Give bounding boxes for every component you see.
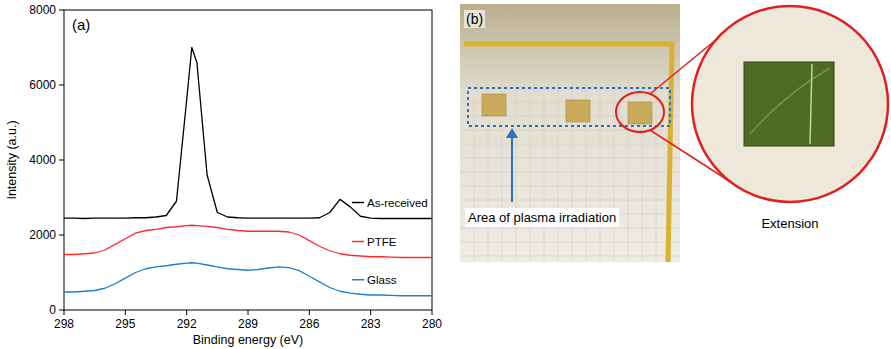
photo-grid xyxy=(572,64,573,262)
x-tick-label: 292 xyxy=(177,317,197,331)
photo-grid xyxy=(614,64,615,262)
x-tick xyxy=(432,310,433,315)
photo-grid xyxy=(460,256,680,257)
legend: As-received PTFE Glass xyxy=(352,197,428,286)
inset-circle xyxy=(692,6,888,202)
photo-grid xyxy=(460,158,680,159)
x-tick-label: 280 xyxy=(422,317,442,331)
photo-grid xyxy=(656,64,657,262)
y-tick xyxy=(59,160,64,161)
x-tick-label: 286 xyxy=(299,317,319,331)
inset-texture xyxy=(810,64,812,144)
annotation-text: Area of plasma irradiation xyxy=(468,210,616,225)
inset-label: Extension xyxy=(761,216,818,231)
x-axis-title: Binding energy (eV) xyxy=(193,333,303,347)
legend-label: As-received xyxy=(367,197,428,209)
label-patch xyxy=(464,10,485,28)
y-tick-label: 4000 xyxy=(29,153,56,167)
photo-sample xyxy=(566,100,590,122)
annotation-arrow xyxy=(511,134,513,202)
x-tick xyxy=(125,310,126,315)
panel-label: (a) xyxy=(72,16,90,33)
photo-background xyxy=(460,4,680,262)
series-line xyxy=(64,48,432,219)
photo-grid xyxy=(460,144,680,145)
y-tick xyxy=(59,235,64,236)
legend-swatch xyxy=(352,279,364,281)
figure: 298 295 292 289 286 283 280 0 2000 4000 6000 8000 Bi… xyxy=(0,0,891,349)
y-axis-title: Intensity (a.u.) xyxy=(5,120,19,199)
x-tick-label: 298 xyxy=(54,317,74,331)
photo-grid xyxy=(586,64,587,262)
photo-grid xyxy=(460,242,680,243)
x-tick-label: 283 xyxy=(361,317,381,331)
inset-sample xyxy=(744,62,834,146)
plot-frame xyxy=(64,10,432,310)
legend-swatch xyxy=(352,241,364,243)
photo-grid xyxy=(474,64,475,262)
series-line xyxy=(64,263,432,296)
inset-texture xyxy=(750,68,830,134)
x-tick xyxy=(186,310,187,315)
series-group xyxy=(64,48,432,296)
x-tick xyxy=(248,310,249,315)
photo-frame-edge xyxy=(464,44,672,262)
series-line xyxy=(64,225,432,257)
photo-grid xyxy=(600,64,601,262)
y-tick-label: 8000 xyxy=(29,3,56,17)
y-tick-label: 2000 xyxy=(29,228,56,242)
photo-grid xyxy=(516,64,517,262)
photo-panel: Area of plasma irradiation (b) Extension xyxy=(460,4,888,262)
photo-sample xyxy=(628,102,652,124)
photo-grid xyxy=(502,64,503,262)
chart-a: 298 295 292 289 286 283 280 0 2000 4000 6000 8000 Bi… xyxy=(5,3,442,347)
panel-label: (b) xyxy=(466,11,483,27)
photo-grid xyxy=(544,64,545,262)
legend-label: PTFE xyxy=(367,236,397,248)
photo-grid xyxy=(558,64,559,262)
y-tick-label: 6000 xyxy=(29,78,56,92)
photo-grid xyxy=(460,228,680,229)
photo-grid xyxy=(530,64,531,262)
annotation-patch xyxy=(465,208,619,227)
photo-highlight xyxy=(616,92,664,132)
x-tick-label: 289 xyxy=(238,317,258,331)
legend-label: Glass xyxy=(367,274,397,286)
photo-grid xyxy=(488,64,489,262)
legend-swatch xyxy=(352,202,364,204)
x-tick xyxy=(309,310,310,315)
x-tick-label: 295 xyxy=(115,317,135,331)
photo-grid xyxy=(460,74,680,75)
y-tick xyxy=(59,310,64,311)
photo-grid xyxy=(460,186,680,187)
irradiation-area xyxy=(468,88,670,126)
annotation-arrowhead xyxy=(506,128,518,138)
photo-sample xyxy=(482,94,506,116)
y-tick xyxy=(59,10,64,11)
photo-grid xyxy=(460,200,680,201)
photo-grid xyxy=(460,172,680,173)
y-tick xyxy=(59,85,64,86)
x-tick xyxy=(370,310,371,315)
y-tick-label: 0 xyxy=(49,303,56,317)
x-tick xyxy=(64,310,65,315)
photo-grid xyxy=(642,64,643,262)
